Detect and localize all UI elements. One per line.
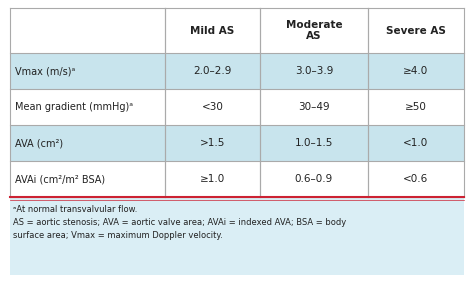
Text: 3.0–3.9: 3.0–3.9 — [295, 66, 333, 76]
Text: 0.6–0.9: 0.6–0.9 — [295, 174, 333, 184]
Bar — [368, 161, 464, 197]
Text: 1.0–1.5: 1.0–1.5 — [295, 138, 333, 148]
Bar — [368, 89, 464, 125]
Bar — [260, 89, 368, 125]
Text: ᵃAt normal transvalvular flow.: ᵃAt normal transvalvular flow. — [13, 205, 137, 214]
Text: Severe AS: Severe AS — [386, 25, 446, 35]
Bar — [10, 53, 165, 89]
Bar — [10, 197, 464, 275]
Bar — [368, 53, 464, 89]
Text: AVA (cm²): AVA (cm²) — [15, 138, 63, 148]
Text: ≥50: ≥50 — [405, 102, 427, 112]
Text: 30–49: 30–49 — [298, 102, 330, 112]
Bar — [368, 125, 464, 161]
Text: surface area; Vmax = maximum Doppler velocity.: surface area; Vmax = maximum Doppler vel… — [13, 231, 223, 240]
Text: >1.5: >1.5 — [200, 138, 225, 148]
Text: Mild AS: Mild AS — [191, 25, 235, 35]
Text: ≥1.0: ≥1.0 — [200, 174, 225, 184]
Text: Moderate
AS: Moderate AS — [286, 20, 342, 41]
Bar — [165, 161, 260, 197]
Bar — [165, 53, 260, 89]
Bar — [165, 89, 260, 125]
Bar — [260, 125, 368, 161]
Text: AVAi (cm²/m² BSA): AVAi (cm²/m² BSA) — [15, 174, 105, 184]
Bar — [260, 161, 368, 197]
Text: AS = aortic stenosis; AVA = aortic valve area; AVAi = indexed AVA; BSA = body: AS = aortic stenosis; AVA = aortic valve… — [13, 218, 346, 227]
Text: Vmax (m/s)ᵃ: Vmax (m/s)ᵃ — [15, 66, 75, 76]
Bar — [10, 161, 165, 197]
Bar — [260, 53, 368, 89]
Bar — [10, 8, 464, 53]
Bar — [10, 89, 165, 125]
Bar — [10, 125, 165, 161]
Text: ≥4.0: ≥4.0 — [403, 66, 428, 76]
Text: <0.6: <0.6 — [403, 174, 428, 184]
Text: 2.0–2.9: 2.0–2.9 — [193, 66, 232, 76]
Text: <1.0: <1.0 — [403, 138, 428, 148]
Text: Mean gradient (mmHg)ᵃ: Mean gradient (mmHg)ᵃ — [15, 102, 133, 112]
Text: <30: <30 — [201, 102, 223, 112]
Bar — [165, 125, 260, 161]
